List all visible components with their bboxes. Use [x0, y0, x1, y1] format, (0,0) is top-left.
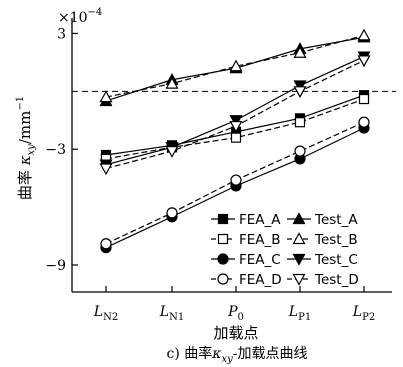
point-fea-d [294, 145, 306, 157]
y-scale-exponent: −4 [88, 7, 103, 18]
point-test-c [293, 80, 307, 93]
point-test-b [293, 45, 307, 58]
point-test-b [229, 59, 243, 72]
x-axis-title: 加载点 [213, 324, 258, 342]
point-test-d [229, 120, 243, 133]
y-tick-label: 3 [57, 26, 66, 42]
legend-marker-test-d [292, 273, 306, 286]
legend-marker-fea-b [217, 233, 229, 245]
x-tick-label: LP2 [352, 304, 375, 323]
point-fea-d [358, 116, 370, 128]
legend-label-fea-c: FEA_C [239, 252, 281, 268]
legend-marker-test-b [292, 232, 306, 245]
point-test-b [357, 28, 371, 41]
point-fea-b [230, 132, 242, 143]
legend-label-test-d: Test_D [314, 272, 359, 288]
point-test-d [293, 86, 307, 99]
legend-label-fea-d: FEA_D [239, 272, 282, 288]
figure-caption: c) 曲率κxy-加载点曲线 [167, 345, 308, 365]
y-tick-label: −3 [45, 142, 66, 158]
y-axis-title: 曲率 κxy/mm−1 [15, 96, 37, 200]
point-fea-d [100, 238, 112, 250]
x-tick-label: LN1 [159, 304, 184, 323]
point-test-b [165, 76, 179, 89]
legend-label-test-c: Test_C [314, 252, 358, 268]
x-tick-label: P0 [227, 304, 244, 323]
point-fea-b [294, 117, 306, 128]
point-test-d [357, 55, 371, 68]
y-scale-label: ×10−4 [58, 7, 102, 26]
point-test-c [229, 115, 243, 128]
point-fea-d [166, 207, 178, 219]
point-test-d [165, 146, 179, 158]
y-tick-label: −9 [45, 258, 66, 274]
point-test-b [99, 90, 113, 103]
legend-marker-fea-a [217, 213, 229, 225]
point-fea-d [230, 174, 242, 186]
legend-marker-test-a [292, 212, 306, 225]
legend-label-test-b: Test_B [314, 232, 358, 248]
x-tick-label: LN2 [93, 304, 118, 323]
point-test-d [99, 163, 113, 176]
legend-marker-fea-d [217, 273, 229, 285]
series-line-test-b [105, 34, 365, 98]
legend-marker-test-c [292, 253, 306, 266]
x-tick-label: LP1 [288, 304, 311, 323]
legend-marker-fea-c [217, 253, 229, 265]
legend-label-fea-a: FEA_A [239, 212, 281, 228]
point-fea-b [358, 93, 370, 105]
legend-label-test-a: Test_A [314, 212, 358, 228]
legend-label-fea-b: FEA_B [239, 232, 281, 248]
